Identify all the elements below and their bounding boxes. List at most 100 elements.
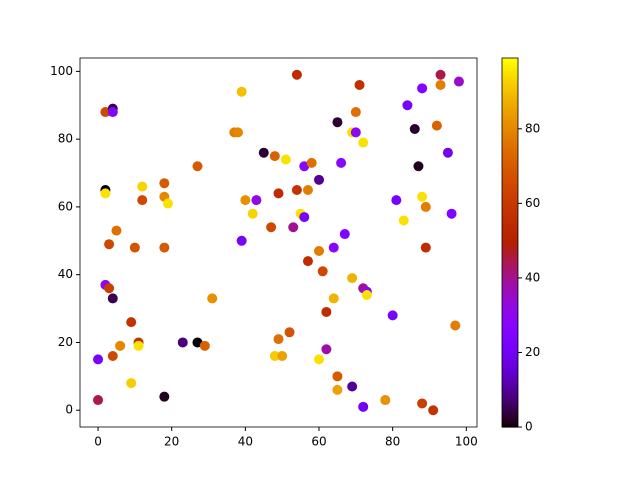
point bbox=[284, 327, 295, 338]
colorbar-step bbox=[502, 224, 518, 228]
colorbar-step bbox=[502, 347, 518, 351]
colorbar-step bbox=[502, 380, 518, 385]
point bbox=[328, 293, 339, 304]
colorbar-step bbox=[502, 245, 518, 250]
colorbar-step bbox=[502, 300, 518, 305]
point bbox=[291, 69, 302, 80]
point bbox=[207, 293, 218, 304]
colorbar-step bbox=[502, 122, 518, 127]
point bbox=[420, 201, 431, 212]
point bbox=[104, 283, 115, 294]
colorbar-step bbox=[502, 402, 518, 407]
colorbar-step bbox=[502, 150, 518, 154]
point bbox=[358, 137, 369, 148]
colorbar-step bbox=[502, 257, 518, 262]
point bbox=[236, 235, 247, 246]
colorbar-step bbox=[502, 73, 518, 78]
colorbar-step bbox=[502, 162, 518, 167]
colorbar-step bbox=[502, 423, 518, 428]
colorbar-step bbox=[502, 368, 518, 373]
colorbar-step bbox=[502, 264, 518, 268]
point bbox=[428, 405, 439, 416]
x-tick-label: 40 bbox=[238, 435, 253, 449]
point bbox=[336, 157, 347, 168]
colorbar-step bbox=[502, 239, 518, 244]
point bbox=[111, 225, 122, 236]
colorbar-step bbox=[502, 113, 518, 118]
colorbar-step bbox=[502, 319, 518, 324]
point bbox=[402, 100, 413, 111]
point bbox=[137, 195, 148, 206]
colorbar-step bbox=[502, 110, 518, 114]
point bbox=[347, 381, 358, 392]
point bbox=[435, 69, 446, 80]
colorbar-step bbox=[502, 208, 518, 213]
colorbar-step bbox=[502, 193, 518, 197]
colorbar-step bbox=[502, 217, 518, 222]
point bbox=[306, 157, 317, 168]
colorbar-step bbox=[502, 230, 518, 234]
colorbar-step bbox=[502, 202, 518, 207]
point bbox=[332, 371, 343, 382]
point bbox=[269, 151, 280, 162]
colorbar-step bbox=[502, 177, 518, 182]
point bbox=[431, 120, 442, 131]
point bbox=[107, 351, 118, 362]
point bbox=[361, 290, 372, 301]
point bbox=[417, 398, 428, 409]
point bbox=[347, 273, 358, 284]
x-tick-label: 100 bbox=[455, 435, 478, 449]
point bbox=[420, 242, 431, 253]
point bbox=[133, 340, 144, 351]
colorbar-step bbox=[502, 156, 518, 161]
colorbar-step bbox=[502, 371, 518, 376]
point bbox=[299, 212, 310, 223]
x-tick-label: 60 bbox=[311, 435, 326, 449]
point bbox=[269, 351, 280, 362]
colorbar-step bbox=[502, 181, 518, 185]
colorbar-step bbox=[502, 328, 518, 333]
point bbox=[435, 79, 446, 90]
y-tick-label: 100 bbox=[50, 64, 73, 78]
point bbox=[413, 161, 424, 172]
colorbar-step bbox=[502, 79, 518, 84]
colorbar-step bbox=[502, 310, 518, 314]
colorbar-step bbox=[502, 153, 518, 157]
colorbar-step bbox=[502, 417, 518, 422]
colorbar-step bbox=[502, 174, 518, 179]
colorbar-step bbox=[502, 334, 518, 339]
colorbar-tick-label: 60 bbox=[525, 196, 540, 210]
colorbar-step bbox=[502, 273, 518, 277]
colorbar-step bbox=[502, 61, 518, 65]
point bbox=[258, 147, 269, 158]
colorbar-step bbox=[502, 411, 518, 416]
point bbox=[339, 229, 350, 240]
colorbar-step bbox=[502, 91, 518, 96]
colorbar-step bbox=[502, 353, 518, 357]
point bbox=[453, 76, 464, 87]
colorbar-step bbox=[502, 304, 518, 308]
colorbar-step bbox=[502, 383, 518, 388]
colorbar-step bbox=[502, 211, 518, 216]
point bbox=[93, 395, 104, 406]
point bbox=[409, 123, 420, 134]
colorbar-step bbox=[502, 331, 518, 336]
colorbar-step bbox=[502, 399, 518, 403]
colorbar-step bbox=[502, 159, 518, 164]
colorbar-step bbox=[502, 116, 518, 121]
colorbar-step bbox=[502, 70, 518, 74]
colorbar-step bbox=[502, 356, 518, 360]
colorbar-step bbox=[502, 291, 518, 296]
colorbar-step bbox=[502, 214, 518, 219]
colorbar-step bbox=[502, 408, 518, 413]
colorbar-step bbox=[502, 374, 518, 379]
colorbar-step bbox=[502, 414, 518, 419]
point bbox=[232, 127, 243, 138]
point bbox=[280, 154, 291, 165]
colorbar-step bbox=[502, 387, 518, 391]
point bbox=[391, 195, 402, 206]
point bbox=[291, 184, 302, 195]
point bbox=[129, 242, 140, 253]
colorbar-step bbox=[502, 242, 518, 247]
